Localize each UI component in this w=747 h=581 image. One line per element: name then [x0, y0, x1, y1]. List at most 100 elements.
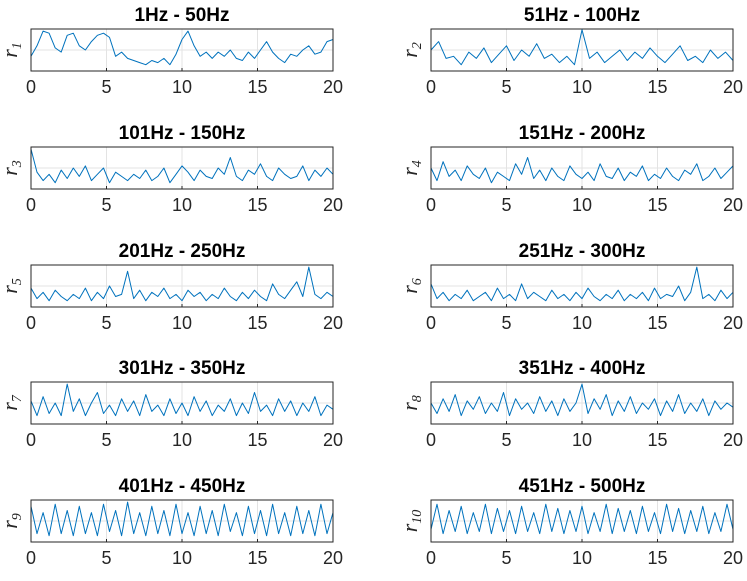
x-tick-label: 15 [647, 313, 667, 333]
x-tick-label: 20 [323, 313, 343, 333]
y-axis-label-subscript: 3 [10, 160, 25, 168]
series-line [30, 266, 334, 302]
y-axis-label-subscript: 2 [410, 42, 425, 49]
series-line [30, 501, 334, 537]
y-axis-label-subscript: 7 [10, 394, 25, 402]
x-tick-label: 15 [247, 313, 267, 333]
y-axis-label: r4 [397, 160, 425, 176]
y-axis-label-symbol: r [397, 402, 422, 411]
x-tick-label: 0 [426, 195, 436, 215]
x-tick-label: 0 [26, 77, 36, 97]
y-axis-label-subscript: 10 [410, 510, 425, 524]
subplot-title: 101Hz - 150Hz [119, 123, 246, 144]
y-axis-label-symbol: r [397, 285, 422, 294]
y-axis-label-subscript: 8 [410, 395, 425, 402]
series-line [430, 29, 734, 66]
subplot-3: 0 5 10 15 20 101Hz - 150Hz r3 [0, 123, 343, 215]
x-tick-label: 5 [501, 430, 511, 450]
x-tick-label: 15 [647, 195, 667, 215]
y-axis-label-subscript: 5 [10, 278, 25, 285]
x-tick-label: 10 [172, 77, 192, 97]
x-tick-label: 20 [723, 313, 743, 333]
subplot-title: 301Hz - 350Hz [119, 358, 246, 379]
series-line [430, 157, 734, 184]
x-tick-label: 15 [247, 548, 267, 568]
x-tick-label: 10 [172, 313, 192, 333]
subplot-title: 251Hz - 300Hz [519, 241, 646, 262]
x-tick-label: 10 [572, 77, 592, 97]
y-axis-label-symbol: r [0, 520, 22, 529]
x-tick-label: 20 [723, 430, 743, 450]
y-axis-label: r5 [0, 278, 25, 294]
y-axis-label: r1 [0, 42, 25, 58]
x-tick-label: 5 [101, 548, 111, 568]
y-axis-label-subscript: 1 [10, 42, 25, 49]
subplot-title: 201Hz - 250Hz [119, 241, 246, 262]
subplot-2: 0 5 10 15 20 51Hz - 100Hz r2 [397, 5, 743, 97]
y-axis-label-subscript: 6 [410, 278, 425, 285]
x-tick-label: 0 [26, 195, 36, 215]
x-tick-label: 20 [723, 548, 743, 568]
subplot-title: 351Hz - 400Hz [519, 358, 646, 379]
x-tick-label: 10 [172, 548, 192, 568]
x-tick-label: 0 [26, 430, 36, 450]
series-line [430, 383, 734, 417]
subplot-title: 1Hz - 50Hz [134, 5, 229, 26]
subplot-1: 0 5 10 15 20 1Hz - 50Hz r1 [0, 5, 343, 97]
x-tick-label: 5 [101, 430, 111, 450]
subplot-4: 0 5 10 15 20 151Hz - 200Hz r4 [397, 123, 743, 215]
y-axis-label-subscript: 9 [10, 513, 25, 520]
x-tick-label: 15 [647, 548, 667, 568]
y-axis-label: r2 [397, 42, 425, 58]
x-tick-label: 20 [723, 195, 743, 215]
x-tick-label: 0 [426, 313, 436, 333]
x-tick-label: 20 [723, 77, 743, 97]
x-tick-label: 15 [247, 195, 267, 215]
x-tick-label: 10 [172, 430, 192, 450]
x-tick-label: 20 [323, 195, 343, 215]
x-tick-label: 5 [101, 195, 111, 215]
y-axis-label-symbol: r [0, 49, 22, 58]
subplot-8: 0 5 10 15 20 351Hz - 400Hz r8 [397, 358, 743, 450]
x-tick-label: 0 [426, 77, 436, 97]
x-tick-label: 10 [572, 548, 592, 568]
x-tick-label: 10 [172, 195, 192, 215]
y-axis-label-symbol: r [397, 49, 422, 58]
x-tick-label: 5 [501, 313, 511, 333]
x-tick-label: 0 [426, 548, 436, 568]
x-tick-label: 5 [101, 77, 111, 97]
y-axis-label-subscript: 4 [410, 160, 425, 167]
subplot-title: 151Hz - 200Hz [519, 123, 646, 144]
y-axis-label-symbol: r [0, 285, 22, 294]
x-tick-label: 10 [572, 195, 592, 215]
x-tick-label: 5 [501, 77, 511, 97]
x-tick-label: 20 [323, 548, 343, 568]
subplot-9: 0 5 10 15 20 401Hz - 450Hz r9 [0, 476, 343, 568]
subplot-7: 0 5 10 15 20 301Hz - 350Hz r7 [0, 358, 343, 450]
x-tick-label: 0 [26, 548, 36, 568]
series-line [30, 30, 334, 66]
y-axis-label: r8 [397, 395, 425, 411]
subplot-title: 51Hz - 100Hz [524, 5, 640, 26]
y-axis-label: r10 [397, 510, 425, 533]
x-tick-label: 15 [647, 77, 667, 97]
y-axis-label: r6 [397, 278, 425, 294]
subplot-title: 451Hz - 500Hz [519, 476, 646, 497]
x-tick-label: 5 [501, 195, 511, 215]
y-axis-label-symbol: r [0, 402, 22, 411]
subplot-6: 0 5 10 15 20 251Hz - 300Hz r6 [397, 241, 743, 333]
x-tick-label: 15 [247, 77, 267, 97]
series-line [30, 383, 334, 417]
y-axis-label-symbol: r [397, 523, 422, 532]
series-line [430, 503, 734, 535]
series-line [30, 148, 334, 184]
y-axis-label: r3 [0, 160, 25, 176]
y-axis-label-symbol: r [0, 167, 22, 176]
x-tick-label: 0 [426, 430, 436, 450]
subplot-title: 401Hz - 450Hz [119, 476, 246, 497]
x-tick-label: 15 [247, 430, 267, 450]
y-axis-label: r9 [0, 513, 25, 529]
